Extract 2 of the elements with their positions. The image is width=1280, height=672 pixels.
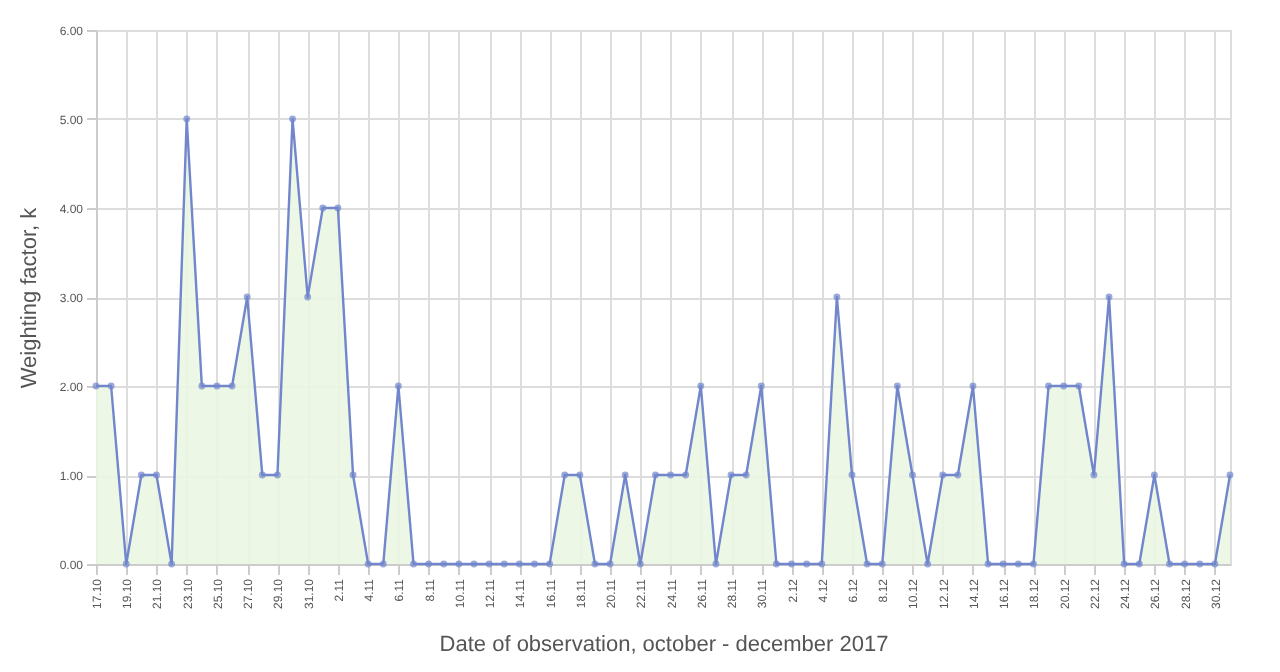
y-axis-title: Weighting factor, k bbox=[17, 206, 42, 389]
x-axis-title: Date of observation, october - december 2017 bbox=[439, 633, 889, 658]
